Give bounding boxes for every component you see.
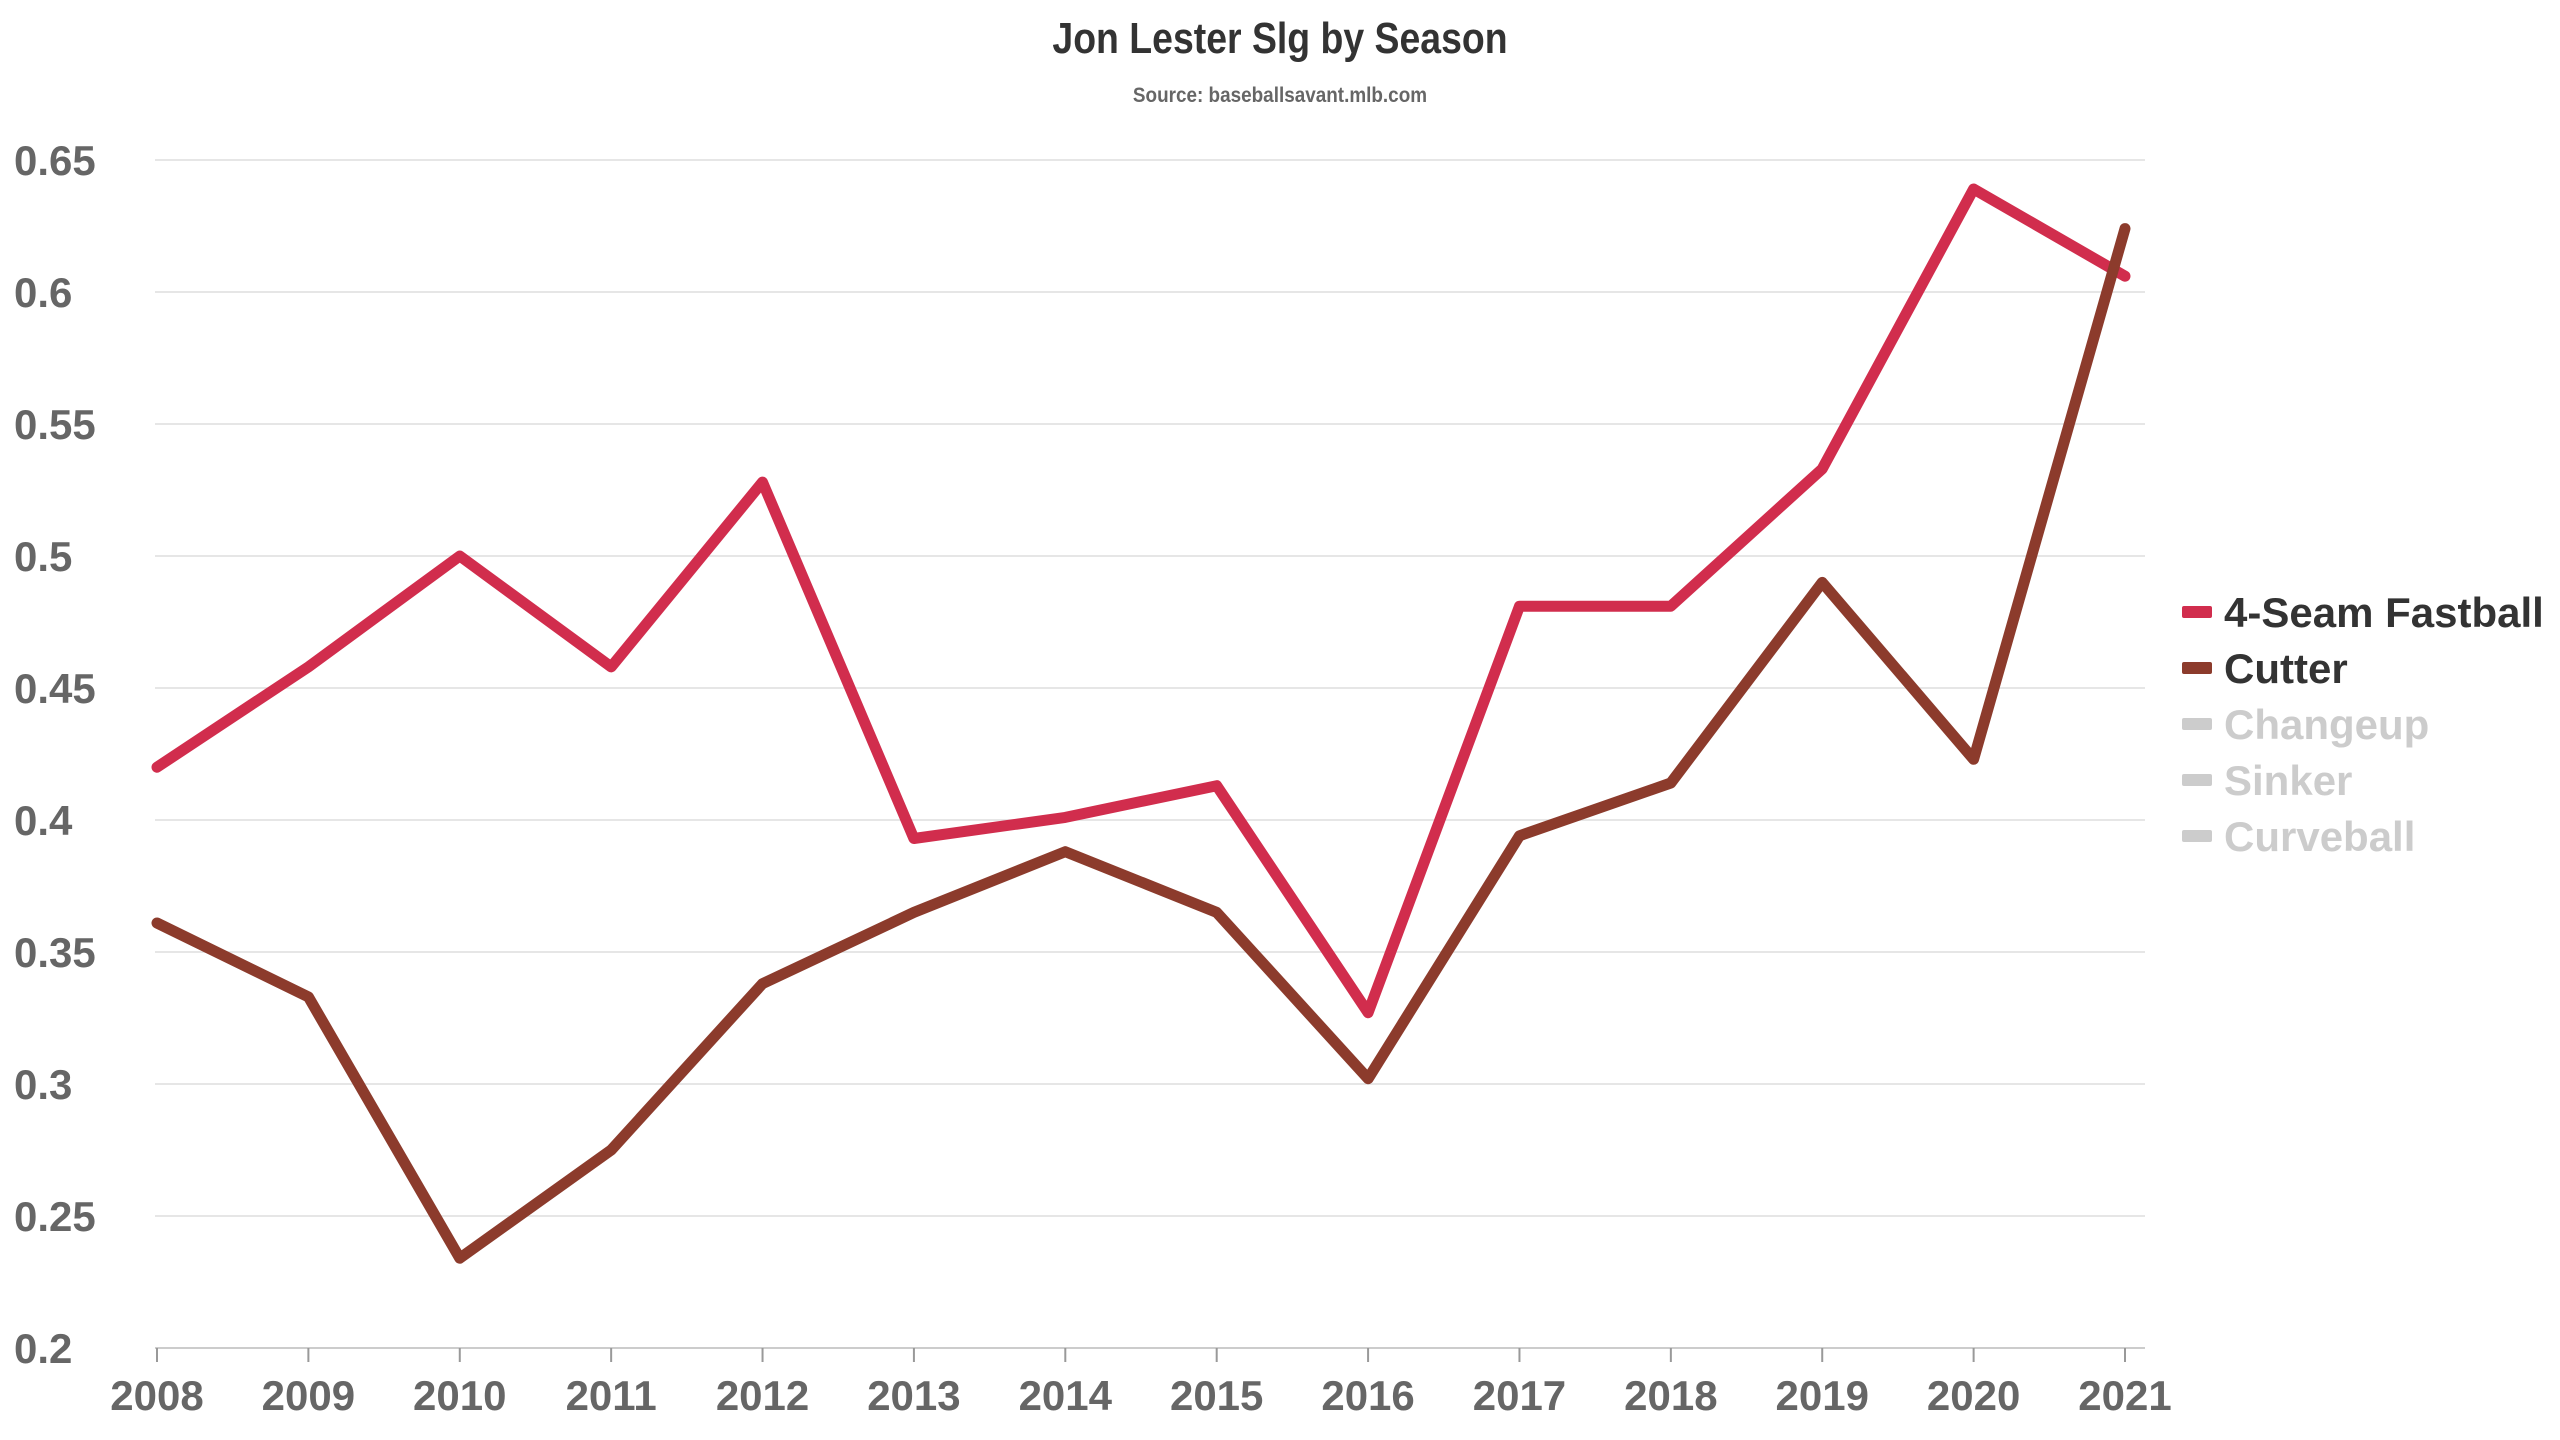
grid-lines <box>155 159 2145 1217</box>
y-tick-label: 0.25 <box>14 1193 96 1240</box>
legend-item-cutter[interactable]: Cutter <box>2182 645 2348 692</box>
legend-swatch <box>2182 774 2212 786</box>
legend: 4-Seam Fastball Cutter Changeup Sinker Curve… <box>2182 589 2544 860</box>
legend-item-sinker[interactable]: Sinker <box>2182 757 2352 804</box>
x-tick-label: 2021 <box>2078 1372 2171 1419</box>
legend-item-4-seam-fastball[interactable]: 4-Seam Fastball <box>2182 589 2544 636</box>
series-line-cutter[interactable] <box>151 223 2131 1264</box>
x-tick-label: 2016 <box>1321 1372 1414 1419</box>
series-lines <box>151 183 2131 1264</box>
x-tick-label: 2014 <box>1019 1372 1113 1419</box>
legend-item-curveball[interactable]: Curveball <box>2182 813 2415 860</box>
legend-swatch <box>2182 662 2212 674</box>
x-tick-label: 2008 <box>110 1372 203 1419</box>
legend-label: Changeup <box>2224 701 2429 748</box>
x-tick-label: 2011 <box>566 1372 657 1419</box>
legend-label: Cutter <box>2224 645 2348 692</box>
chart-title: Jon Lester Slg by Season <box>1052 14 1508 63</box>
y-tick-label: 0.3 <box>14 1061 72 1108</box>
axes: 0.2 0.25 0.3 0.35 0.4 0.45 0.5 0.55 0.6 0.65 2008 2… <box>14 137 2172 1419</box>
y-tick-label: 0.35 <box>14 929 96 976</box>
x-tick-label: 2018 <box>1624 1372 1717 1419</box>
x-tick-label: 2012 <box>716 1372 809 1419</box>
y-tick-label: 0.5 <box>14 533 72 580</box>
x-tick-label: 2010 <box>413 1372 506 1419</box>
y-tick-label: 0.4 <box>14 797 73 844</box>
legend-swatch <box>2182 718 2212 730</box>
y-tick-label: 0.45 <box>14 665 96 712</box>
legend-label: Sinker <box>2224 757 2352 804</box>
legend-label: Curveball <box>2224 813 2415 860</box>
y-tick-label: 0.2 <box>14 1325 72 1372</box>
x-tick-label: 2009 <box>262 1372 355 1419</box>
legend-item-changeup[interactable]: Changeup <box>2182 701 2429 748</box>
series-line-4-seam-fastball[interactable] <box>151 183 2131 1019</box>
x-tick-label: 2020 <box>1927 1372 2020 1419</box>
legend-swatch <box>2182 606 2212 618</box>
x-tick-label: 2013 <box>867 1372 960 1419</box>
y-tick-label: 0.65 <box>14 137 96 184</box>
legend-swatch <box>2182 830 2212 842</box>
y-tick-label: 0.55 <box>14 401 96 448</box>
y-tick-label: 0.6 <box>14 269 72 316</box>
legend-label: 4-Seam Fastball <box>2224 589 2544 636</box>
x-tick-label: 2019 <box>1776 1372 1869 1419</box>
x-tick-label: 2017 <box>1473 1372 1566 1419</box>
chart-subtitle: Source: baseballsavant.mlb.com <box>1132 84 1428 107</box>
x-tick-label: 2015 <box>1170 1372 1263 1419</box>
